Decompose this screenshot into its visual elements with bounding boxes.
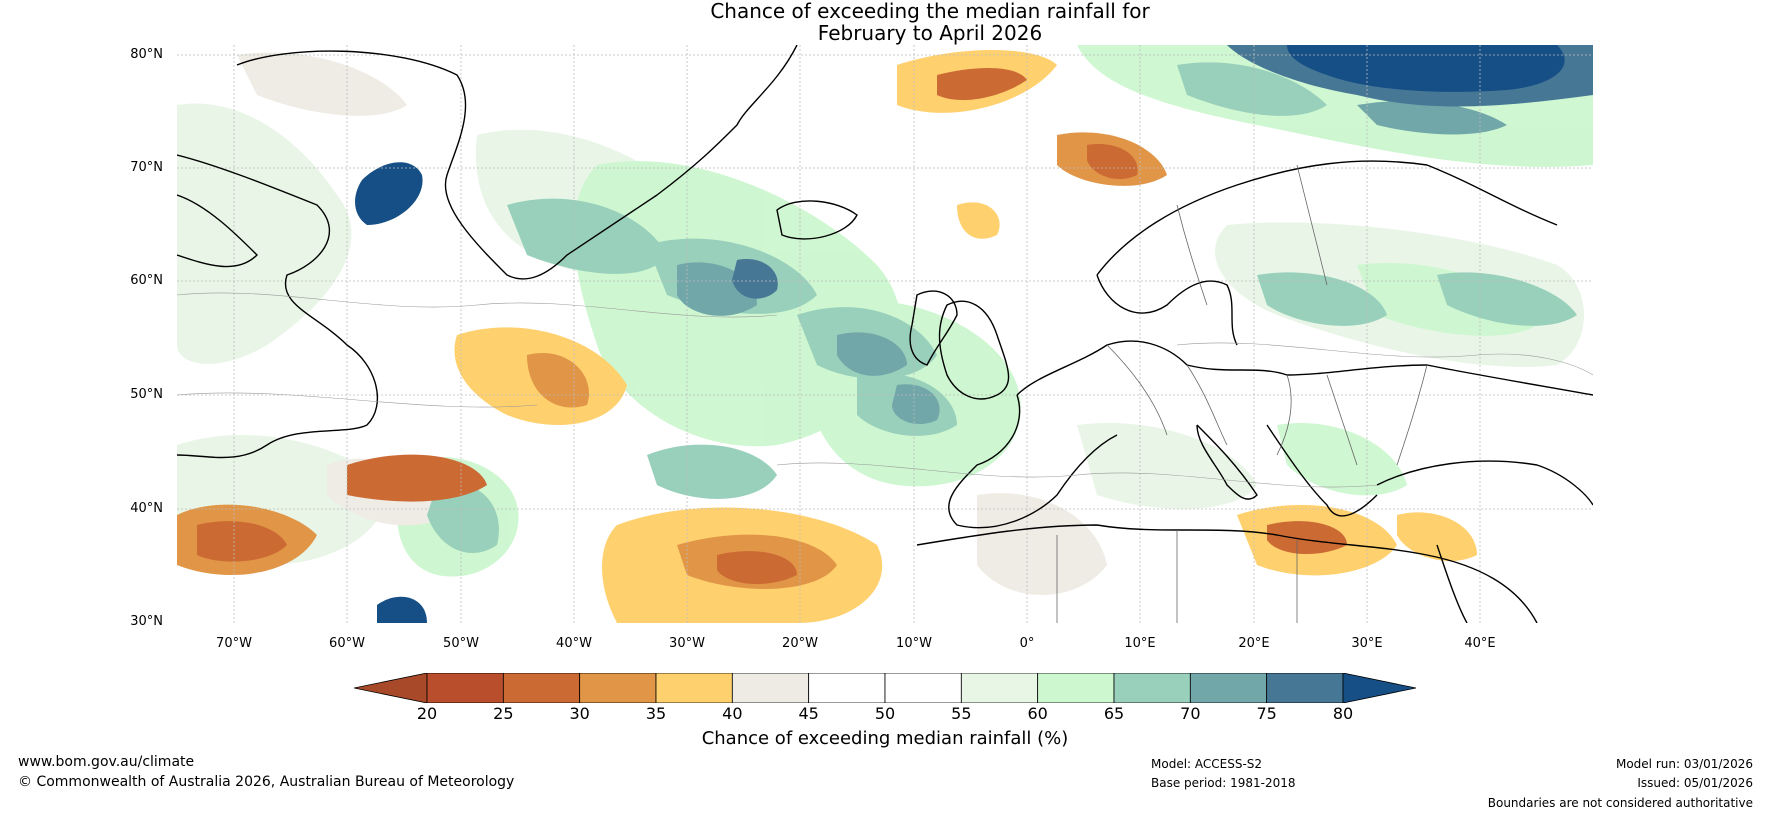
lon-label-10w: 10°W bbox=[896, 636, 932, 651]
colorbar-tick-25: 25 bbox=[493, 704, 514, 723]
colorbar-segment-75-80 bbox=[1266, 673, 1344, 703]
colorbar-tick-30: 30 bbox=[569, 704, 590, 723]
colorbar-tick-65: 65 bbox=[1103, 704, 1125, 723]
colorbar-segment-60-65 bbox=[1037, 673, 1115, 703]
colorbar-segment-70-75 bbox=[1189, 673, 1268, 703]
lon-label-30w: 30°W bbox=[669, 636, 705, 651]
footer-disclaimer: Boundaries are not considered authoritat… bbox=[1487, 796, 1753, 810]
footer-model: Model: ACCESS-S2 bbox=[1151, 757, 1263, 771]
colorbar-segment-20-25 bbox=[426, 673, 504, 703]
colorbar-segment-45-50 bbox=[808, 673, 886, 703]
lat-label-60n: 60°N bbox=[130, 273, 163, 288]
colorbar-segment-30-35 bbox=[579, 673, 657, 703]
colorbar-tick-35: 35 bbox=[645, 704, 667, 723]
colorbar-segment-55-60 bbox=[960, 673, 1039, 703]
colorbar-tick-45: 45 bbox=[798, 704, 819, 723]
map-canvas bbox=[177, 45, 1593, 623]
title-line-1: Chance of exceeding the median rainfall … bbox=[710, 0, 1150, 23]
lon-label-0: 0° bbox=[1019, 636, 1035, 651]
graticule bbox=[177, 45, 1593, 623]
country-borders bbox=[1056, 164, 1428, 623]
coastlines bbox=[177, 45, 1593, 623]
lat-label-50n: 50°N bbox=[130, 387, 163, 402]
title-line-2: February to April 2026 bbox=[817, 21, 1043, 45]
colorbar-tick-40: 40 bbox=[722, 704, 743, 723]
colorbar-tick-20: 20 bbox=[416, 704, 438, 723]
colorbar-extend-high bbox=[1342, 673, 1416, 703]
colorbar-tick-75: 75 bbox=[1256, 704, 1277, 723]
lon-label-10e: 10°E bbox=[1124, 636, 1156, 651]
colorbar-tick-55: 55 bbox=[951, 704, 972, 723]
lon-label-40w: 40°W bbox=[556, 636, 592, 651]
colorbar-label: Chance of exceeding median rainfall (%) bbox=[701, 728, 1069, 749]
lon-label-20e: 20°E bbox=[1238, 636, 1270, 651]
lat-label-70n: 70°N bbox=[130, 160, 163, 175]
colorbar-segment-25-30 bbox=[502, 673, 581, 703]
contour-fill-wet bbox=[355, 45, 1593, 623]
lon-label-70w: 70°W bbox=[216, 636, 252, 651]
footer-copyright: © Commonwealth of Australia 2026, Austra… bbox=[18, 774, 515, 790]
colorbar-segment-35-40 bbox=[655, 673, 733, 703]
colorbar-segment-50-55 bbox=[884, 673, 962, 703]
lon-label-40e: 40°E bbox=[1464, 636, 1496, 651]
colorbar-tick-70: 70 bbox=[1180, 704, 1201, 723]
colorbar-segment-65-70 bbox=[1113, 673, 1191, 703]
lon-label-20w: 20°W bbox=[782, 636, 818, 651]
colorbar bbox=[354, 673, 1416, 703]
contour-lines bbox=[177, 292, 1593, 488]
lon-label-60w: 60°W bbox=[329, 636, 365, 651]
footer-website[interactable]: www.bom.gov.au/climate bbox=[18, 754, 195, 770]
lat-label-30n: 30°N bbox=[130, 614, 163, 629]
lat-label-40n: 40°N bbox=[130, 501, 163, 516]
lon-label-30e: 30°E bbox=[1351, 636, 1383, 651]
colorbar-tick-80: 80 bbox=[1332, 704, 1354, 723]
footer-issued: Issued: 05/01/2026 bbox=[1637, 776, 1753, 790]
lat-label-80n: 80°N bbox=[130, 47, 163, 62]
colorbar-segment-40-45 bbox=[731, 673, 810, 703]
footer-base-period: Base period: 1981-2018 bbox=[1151, 776, 1296, 790]
colorbar-tick-60: 60 bbox=[1027, 704, 1048, 723]
footer-model-run: Model run: 03/01/2026 bbox=[1615, 757, 1753, 771]
rainfall-map[interactable] bbox=[177, 45, 1593, 623]
colorbar-extend-low bbox=[354, 673, 428, 703]
lon-label-50w: 50°W bbox=[443, 636, 479, 651]
map-title: Chance of exceeding the median rainfall … bbox=[0, 0, 1770, 44]
colorbar-tick-50: 50 bbox=[874, 704, 896, 723]
contour-fill-dry bbox=[177, 50, 1477, 623]
